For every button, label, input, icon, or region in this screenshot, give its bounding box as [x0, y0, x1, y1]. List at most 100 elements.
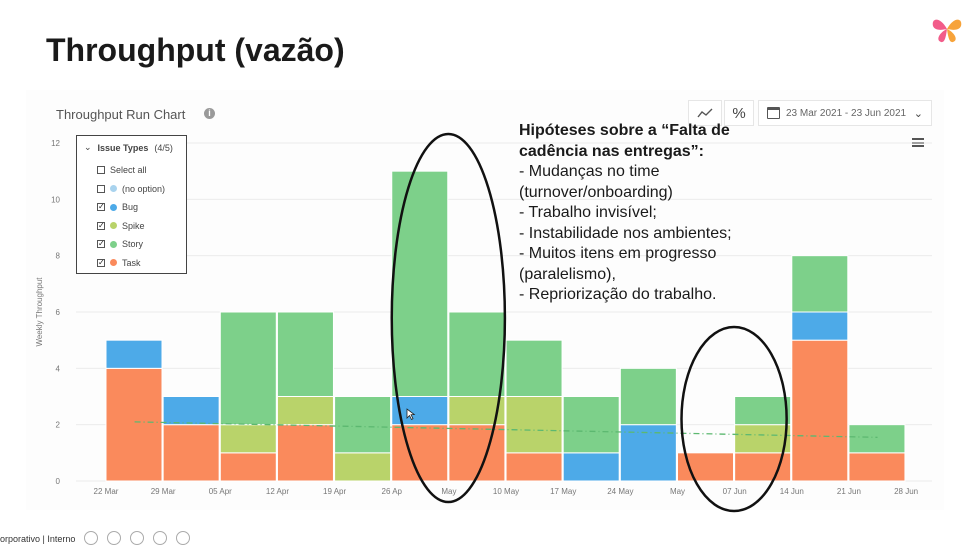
- cursor-icon: [406, 408, 416, 421]
- hypothesis-title-line: cadência nas entregas”:: [519, 142, 704, 160]
- legend-label: Select all: [110, 165, 147, 175]
- bar-segment-story: [562, 396, 620, 454]
- legend-label: (no option): [122, 183, 166, 194]
- legend-label: Story: [122, 239, 144, 249]
- x-tick-label: 07 Jun: [723, 487, 747, 496]
- x-tick-label: 10 May: [493, 487, 519, 496]
- bar-segment-story: [848, 424, 906, 454]
- hypothesis-text: Hipóteses sobre a “Falta de cadência nas…: [519, 121, 809, 306]
- x-tick-label: 28 Jun: [894, 487, 918, 496]
- hypothesis-title-line: Hipóteses sobre a “Falta de: [519, 122, 730, 139]
- chart-title: Throughput Run Chart: [56, 107, 186, 122]
- y-axis-title: Weekly Throughput: [35, 277, 44, 347]
- y-tick-label: 0: [56, 477, 61, 486]
- checkbox[interactable]: ✓: [97, 239, 105, 248]
- bar-segment-task: [219, 452, 277, 482]
- legend-item[interactable]: ✓ Bug: [97, 201, 138, 213]
- bar-segment-story: [734, 396, 792, 426]
- calendar-icon: [767, 107, 780, 119]
- bar-segment-bug: [562, 452, 620, 482]
- bar-segment-story: [448, 311, 506, 397]
- bar-segment-story: [391, 170, 449, 397]
- bar-segment-story: [334, 396, 392, 454]
- hypothesis-line: - Muitos itens em progresso: [519, 245, 717, 262]
- legend-label: Task: [122, 257, 141, 268]
- bar-segment-task: [105, 367, 163, 482]
- x-tick-label: May: [441, 487, 456, 496]
- percent-button[interactable]: %: [724, 100, 754, 126]
- highlight-ellipse: [680, 325, 788, 513]
- x-tick-label: 22 Mar: [94, 487, 119, 496]
- hypothesis-line: - Repriorização do trabalho.: [519, 286, 717, 303]
- trend-line-icon: [697, 108, 713, 118]
- x-tick-label: 14 Jun: [780, 487, 804, 496]
- x-tick-label: 29 Mar: [151, 487, 176, 496]
- copy-icon[interactable]: [84, 531, 98, 545]
- hypothesis-line: (turnover/onboarding): [519, 183, 673, 201]
- legend-label: Bug: [122, 202, 139, 212]
- legend-swatch: [110, 185, 117, 192]
- y-tick-label: 12: [51, 139, 60, 148]
- legend-label: Spike: [122, 220, 145, 231]
- info-icon[interactable]: i: [204, 108, 215, 119]
- legend-swatch: [110, 222, 117, 229]
- y-tick-label: 4: [56, 364, 61, 373]
- slide-title: Throughput (vazão): [46, 32, 345, 68]
- bar-segment-bug: [791, 311, 849, 341]
- legend-item[interactable]: ✓ Task: [97, 257, 141, 269]
- legend-item[interactable]: ✓ Spike: [97, 220, 145, 232]
- x-tick-label: 21 Jun: [837, 487, 861, 496]
- hypothesis-line: - Trabalho invisível;: [519, 204, 657, 221]
- bars-layer: [105, 170, 906, 482]
- bar-segment-spike: [219, 424, 277, 454]
- bar-segment-task: [791, 339, 849, 482]
- legend-header[interactable]: ⌄ Issue Types (4/5): [84, 142, 173, 153]
- legend-item[interactable]: ✓ Story: [97, 238, 143, 250]
- checkbox[interactable]: [97, 166, 105, 174]
- x-tick-label: 24 May: [607, 487, 633, 496]
- footer-toolbar: [84, 531, 190, 545]
- issue-types-legend: ⌄ Issue Types (4/5) Select all (no option…: [76, 135, 187, 274]
- x-tick-label: 26 Ap: [382, 487, 403, 496]
- hypothesis-line: - Mudanças no time: [519, 163, 660, 180]
- bar-segment-task: [848, 452, 906, 482]
- trend-line-button[interactable]: [688, 100, 722, 126]
- bar-segment-bug: [619, 424, 677, 482]
- checkbox[interactable]: ✓: [97, 220, 105, 230]
- camera-icon[interactable]: [153, 531, 167, 545]
- checkbox[interactable]: [97, 184, 105, 193]
- bar-segment-story: [791, 255, 849, 313]
- zoom-icon[interactable]: [107, 531, 121, 545]
- legend-item[interactable]: (no option): [97, 183, 165, 195]
- bar-segment-story: [276, 311, 334, 397]
- bar-segment-spike: [505, 396, 563, 454]
- y-tick-label: 6: [56, 308, 61, 317]
- hypothesis-title: Hipóteses sobre a “Falta de cadência nas…: [519, 121, 809, 162]
- y-tick-label: 10: [51, 195, 60, 204]
- bar-segment-bug: [105, 339, 163, 369]
- bar-segment-spike: [734, 424, 792, 454]
- bar-segment-story: [619, 367, 677, 426]
- slides-icon[interactable]: [130, 531, 144, 545]
- bar-segment-spike: [276, 396, 334, 426]
- bar-segment-task: [448, 424, 506, 482]
- chevron-down-icon: ⌄: [84, 142, 92, 152]
- y-tick-label: 8: [56, 252, 61, 261]
- annotation-layer: [390, 132, 788, 513]
- highlight-ellipse: [390, 132, 507, 504]
- y-tick-label: 2: [56, 421, 61, 430]
- date-range-label: 23 Mar 2021 - 23 Jun 2021: [786, 107, 907, 119]
- chevron-down-icon: ⌄: [913, 107, 923, 120]
- bar-segment-story: [505, 339, 563, 397]
- chart-toolbar: % 23 Mar 2021 - 23 Jun 2021 ⌄: [688, 100, 932, 126]
- legend-item[interactable]: Select all: [97, 164, 147, 176]
- bar-segment-task: [276, 424, 334, 482]
- more-icon[interactable]: [176, 531, 190, 545]
- x-tick-label: 12 Apr: [266, 487, 289, 496]
- checkbox[interactable]: ✓: [97, 202, 105, 211]
- date-range-picker[interactable]: 23 Mar 2021 - 23 Jun 2021 ⌄: [758, 100, 932, 126]
- legend-count: (4/5): [154, 142, 173, 153]
- checkbox[interactable]: ✓: [97, 257, 105, 267]
- legend-swatch: [110, 240, 117, 248]
